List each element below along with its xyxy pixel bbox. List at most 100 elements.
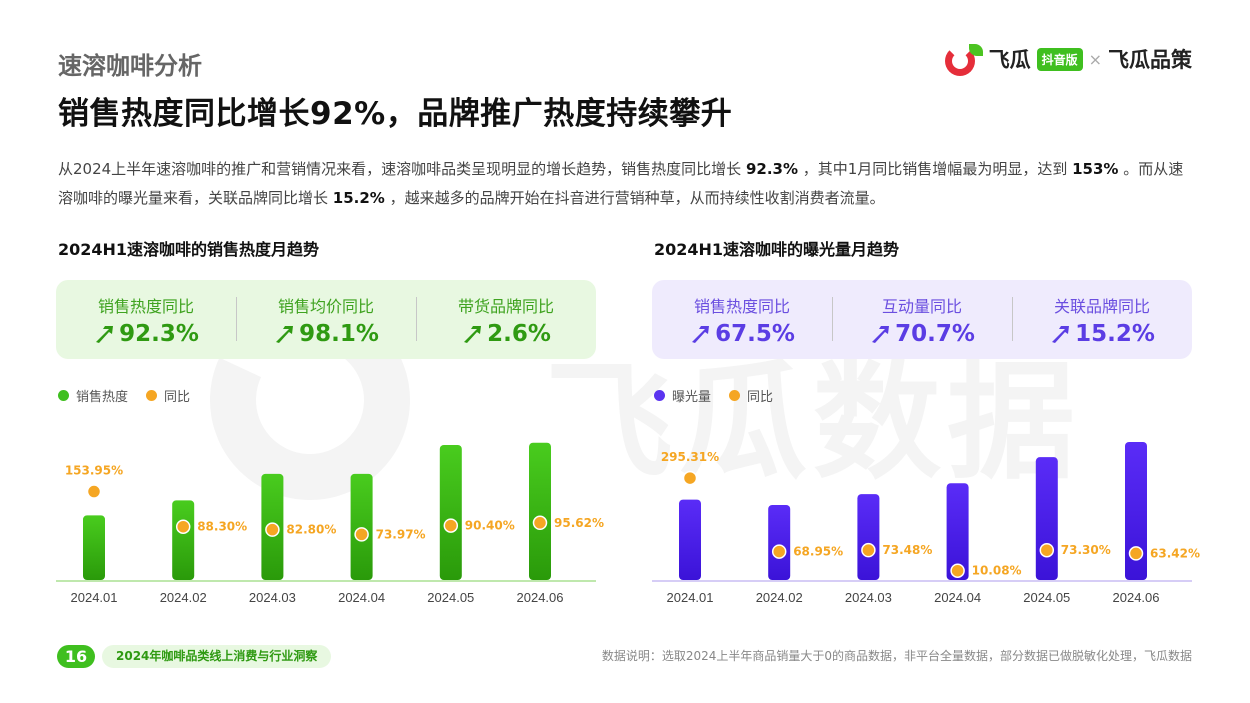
yoy-point-2024.06 [1128, 546, 1144, 561]
logo-badge: 抖音版 [1036, 47, 1083, 71]
kpi-card: 互动量同比 70.7% [832, 280, 1012, 359]
intro-value-1: 92.3% [745, 160, 798, 178]
x-tick-label: 2024.05 [427, 590, 474, 605]
intro-text-2: ，其中1月同比销售增幅最为明显，达到 [798, 160, 1073, 178]
yoy-point-2024.01 [682, 470, 698, 486]
report-name: 2024年咖啡品类线上消费与行业洞察 [102, 645, 332, 668]
bar-2024.02 [172, 500, 195, 580]
intro-value-2: 153% [1072, 160, 1119, 178]
panel-title: 2024H1速溶咖啡的销售热度月趋势 [58, 240, 320, 259]
x-tick-label: 2024.06 [1113, 590, 1160, 605]
yoy-label-2024.06: 63.42% [1150, 546, 1200, 560]
yoy-label-2024.04: 10.08% [972, 564, 1022, 578]
legend-dot-icon [146, 390, 158, 401]
data-note: 数据说明：选取2024上半年商品销量大于0的商品数据，非平台全量数据，部分数据已… [601, 649, 1192, 663]
yoy-label-2024.01: 153.95% [65, 464, 123, 478]
x-tick-label: 2024.03 [249, 590, 296, 605]
legend-item: 曝光量 [654, 386, 711, 405]
kpi-card: 带货品牌同比 2.6% [416, 280, 596, 359]
exposure-panel: 2024H1速溶咖啡的曝光量月趋势 销售热度同比 67.5% 互动量同比 70.… [652, 236, 1200, 616]
bar-2024.06 [1125, 441, 1147, 580]
page-number: 16 [57, 645, 95, 668]
trend-up-arrow-icon [464, 325, 482, 343]
trend-up-arrow-icon [872, 325, 890, 343]
kpi-value: 98.1% [273, 321, 379, 347]
sales-heat-panel: 2024H1速溶咖啡的销售热度月趋势 销售热度同比 92.3% 销售均价同比 9… [56, 236, 604, 616]
x-tick-label: 2024.02 [160, 590, 207, 605]
kpi-value: 67.5% [689, 321, 795, 347]
bar-2024.01 [83, 515, 105, 580]
intro-paragraph: 从2024上半年速溶咖啡的推广和营销情况来看，速溶咖啡品类呈现明显的增长趋势，销… [58, 155, 1198, 213]
yoy-point-2024.04 [950, 563, 965, 578]
chart-legend: 曝光量 同比 [654, 386, 773, 405]
kpi-label: 销售热度同比 [97, 296, 194, 316]
bar-2024.06 [529, 442, 551, 580]
yoy-point-2024.03 [265, 522, 280, 537]
kpi-value: 92.3% [93, 321, 199, 347]
yoy-label-2024.03: 73.48% [882, 543, 932, 557]
yoy-point-2024.01 [86, 484, 102, 499]
bar-2024.02 [768, 505, 791, 580]
logo-separator: × [1088, 49, 1102, 69]
kpi-label: 关联品牌同比 [1053, 296, 1150, 316]
panel-title: 2024H1速溶咖啡的曝光量月趋势 [654, 240, 900, 259]
yoy-label-2024.03: 82.80% [286, 523, 336, 537]
yoy-point-2024.05 [443, 518, 459, 533]
yoy-point-2024.03 [861, 542, 876, 558]
bar-2024.04 [350, 473, 373, 580]
yoy-label-2024.04: 73.97% [376, 527, 426, 541]
yoy-point-2024.02 [175, 519, 191, 534]
kpi-box: 销售热度同比 92.3% 销售均价同比 98.1% 带货品牌同比 2.6% [56, 280, 596, 359]
yoy-label-2024.05: 90.40% [465, 519, 515, 533]
kpi-card: 销售热度同比 92.3% [56, 280, 236, 359]
logo-partner: 飞瓜品策 [1108, 48, 1192, 72]
page-kicker: 速溶咖啡分析 [58, 52, 202, 80]
yoy-point-2024.04 [354, 527, 369, 542]
kpi-card: 关联品牌同比 15.2% [1012, 280, 1192, 359]
kpi-label: 互动量同比 [881, 296, 962, 316]
kpi-card: 销售均价同比 98.1% [236, 280, 416, 359]
x-tick-label: 2024.01 [71, 590, 118, 605]
kpi-label: 销售均价同比 [277, 296, 374, 316]
kpi-label: 带货品牌同比 [457, 296, 554, 316]
kpi-value: 2.6% [461, 321, 551, 347]
intro-value-3: 15.2% [332, 189, 385, 207]
trend-up-arrow-icon [1052, 325, 1070, 343]
legend-item: 销售热度 [58, 386, 128, 405]
yoy-label-2024.06: 95.62% [554, 516, 604, 530]
yoy-label-2024.02: 88.30% [197, 520, 247, 534]
trend-up-arrow-icon [276, 325, 294, 343]
yoy-point-2024.02 [771, 544, 787, 559]
yoy-label-2024.02: 68.95% [793, 545, 843, 559]
intro-text-3: 。而从速溶咖啡的曝光量来看，关联品牌同比增长 [58, 160, 1184, 207]
kpi-box: 销售热度同比 67.5% 互动量同比 70.7% 关联品牌同比 15.2% [652, 280, 1192, 359]
logo-brand: 飞瓜 [988, 48, 1031, 72]
bar-2024.05 [439, 445, 462, 580]
x-tick-label: 2024.06 [517, 590, 564, 605]
kpi-label: 销售热度同比 [693, 296, 790, 316]
bar-2024.04 [946, 483, 969, 580]
kpi-value: 70.7% [869, 321, 975, 347]
yoy-point-2024.06 [532, 515, 548, 531]
kpi-card: 销售热度同比 67.5% [652, 280, 832, 359]
x-tick-label: 2024.02 [756, 590, 803, 605]
intro-text-1: 从2024上半年速溶咖啡的推广和营销情况来看，速溶咖啡品类呈现明显的增长趋势，销… [58, 160, 746, 178]
chart-legend: 销售热度 同比 [58, 386, 190, 405]
legend-dot-icon [58, 390, 69, 401]
bar-2024.03 [857, 494, 880, 580]
bar-2024.05 [1035, 457, 1058, 580]
legend-item: 同比 [729, 386, 773, 405]
exposure-chart: 295.31% 2024.01 68.95% 2024.02 73.48% 2024.03… [652, 441, 1200, 605]
x-tick-label: 2024.04 [934, 590, 981, 605]
page-title: 销售热度同比增长92%，品牌推广热度持续攀升 [58, 96, 733, 132]
legend-dot-icon [654, 390, 665, 401]
legend-item: 同比 [146, 386, 190, 405]
x-tick-label: 2024.04 [338, 590, 385, 605]
trend-up-arrow-icon [96, 325, 114, 343]
yoy-label-2024.05: 73.30% [1061, 543, 1111, 557]
trend-up-arrow-icon [692, 325, 710, 343]
yoy-label-2024.01: 295.31% [661, 450, 719, 464]
feigua-logo-icon [943, 42, 983, 76]
x-tick-label: 2024.01 [667, 590, 714, 605]
bar-2024.01 [679, 499, 701, 580]
